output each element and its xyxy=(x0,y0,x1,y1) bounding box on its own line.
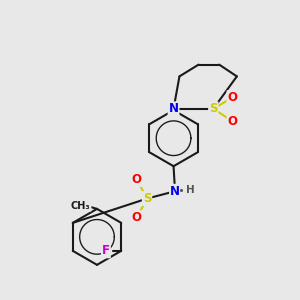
Text: S: S xyxy=(143,192,151,205)
Text: O: O xyxy=(132,173,142,186)
Text: N: N xyxy=(170,185,180,198)
Text: CH₃: CH₃ xyxy=(71,201,91,211)
Text: S: S xyxy=(209,102,218,115)
Text: N: N xyxy=(169,102,178,115)
Text: O: O xyxy=(227,115,237,128)
Text: O: O xyxy=(227,91,237,104)
Text: O: O xyxy=(132,211,142,224)
Text: H: H xyxy=(186,185,195,195)
Text: F: F xyxy=(102,244,110,257)
